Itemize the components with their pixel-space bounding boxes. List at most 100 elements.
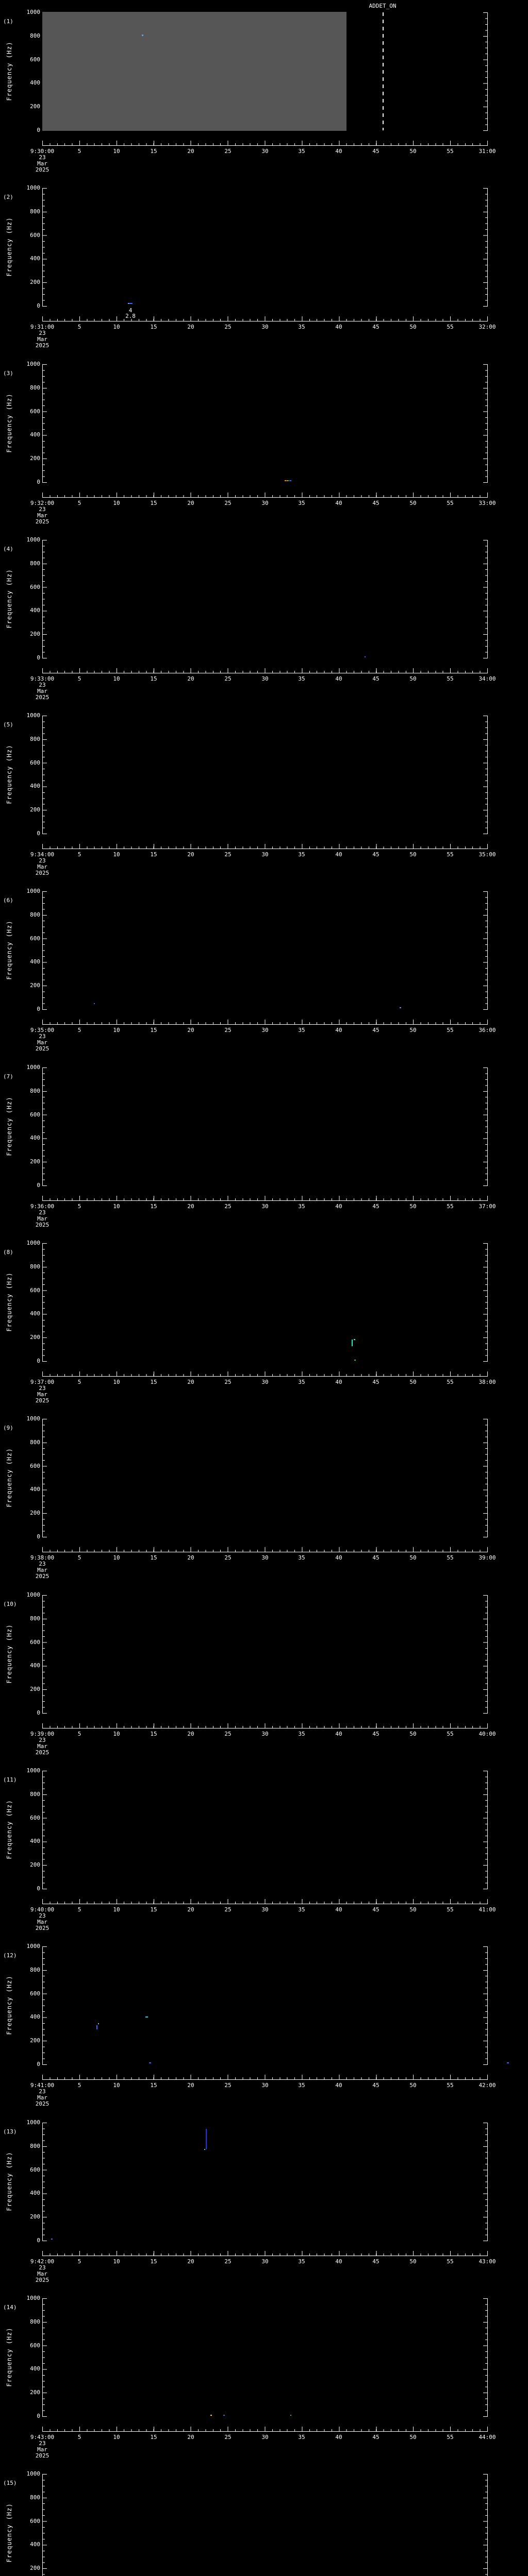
- frequency-axis-title: Frequency (Hz): [6, 1272, 13, 1332]
- x-tick-label: 35: [298, 2258, 305, 2265]
- y-tick-label: 1000: [26, 9, 41, 15]
- start-time-label: 9:37:00: [30, 1379, 55, 1385]
- start-time-label: 9:39:00: [30, 1731, 55, 1737]
- x-tick-label: 40: [335, 1379, 342, 1385]
- y-axis-right: [487, 1067, 488, 1186]
- y-major-ticks-left: [43, 364, 47, 483]
- x-tick-label: 55: [447, 500, 454, 506]
- y-tick-label: 1000: [26, 712, 41, 719]
- y-tick-label: 1000: [26, 361, 41, 367]
- date-label: 2025: [35, 2277, 50, 2283]
- end-time-label: 36:00: [478, 1027, 496, 1033]
- frequency-axis-title: Frequency (Hz): [6, 217, 13, 277]
- x-tick-label: 20: [187, 2082, 194, 2089]
- y-tick-label: 400: [30, 431, 40, 438]
- panel-number: (3): [3, 370, 13, 377]
- y-major-ticks-left: [43, 2298, 47, 2417]
- x-tick-label: 5: [77, 2082, 81, 2089]
- y-axis-left: [42, 1243, 43, 1362]
- x-tick-label: 55: [447, 675, 454, 682]
- detection-mark: [288, 480, 289, 481]
- frequency-axis-title: Frequency (Hz): [6, 1096, 13, 1156]
- y-tick-label: 400: [30, 79, 40, 86]
- x-tick-label: 15: [150, 1203, 157, 1210]
- end-time-label: 32:00: [478, 324, 496, 330]
- x-tick-label: 15: [150, 1906, 157, 1913]
- y-major-ticks-left: [43, 891, 47, 1010]
- date-label: 23: [39, 1209, 46, 1216]
- panel-number: (7): [3, 1073, 13, 1080]
- x-tick-label: 45: [372, 148, 380, 155]
- y-tick-label: 200: [30, 2037, 40, 2044]
- x-major-ticks: [42, 1371, 488, 1376]
- date-label: Mar: [37, 688, 47, 694]
- date-label: 23: [39, 330, 46, 336]
- y-major-ticks-left: [43, 1771, 47, 1889]
- x-tick-label: 20: [187, 1379, 194, 1385]
- spectrogram-panel: (8) Frequency (Hz) 0 200 400 600 800 1000 5 10 15 2…: [0, 1231, 528, 1407]
- spectrogram-panel: (2)Frequency (Hz)0200400600800100042.851…: [0, 176, 528, 352]
- no-data-block: [42, 12, 346, 131]
- x-tick-label: 20: [187, 1554, 194, 1561]
- y-tick-label: 600: [30, 2342, 40, 2349]
- x-tick-label: 5: [77, 324, 81, 330]
- x-tick-label: 5: [77, 1731, 81, 1737]
- y-tick-label: 600: [30, 1111, 40, 1118]
- y-tick-label: 0: [37, 127, 40, 133]
- end-time-label: 44:00: [478, 2434, 496, 2441]
- addet-on-label: ADDET_ON: [369, 3, 397, 9]
- detection-mark: [400, 1007, 401, 1008]
- x-tick-label: 35: [298, 675, 305, 682]
- y-axis-right: [487, 540, 488, 658]
- detection-mark: [149, 2062, 151, 2063]
- x-tick-label: 10: [113, 148, 120, 155]
- y-tick-label: 1000: [26, 2119, 41, 2126]
- time-axis: [42, 1200, 488, 1201]
- y-tick-label: 400: [30, 2365, 40, 2372]
- y-tick-label: 800: [30, 2143, 40, 2149]
- detection-mark: [223, 2415, 225, 2416]
- x-tick-label: 30: [261, 1379, 269, 1385]
- x-tick-label: 55: [447, 1379, 454, 1385]
- detection-mark: [129, 303, 133, 304]
- x-tick-label: 10: [113, 2082, 120, 2089]
- y-tick-label: 1000: [26, 2470, 41, 2477]
- frequency-axis-title: Frequency (Hz): [6, 920, 13, 980]
- x-tick-label: 25: [224, 500, 232, 506]
- x-tick-label: 30: [261, 1906, 269, 1913]
- x-tick-label: 15: [150, 2082, 157, 2089]
- x-tick-label: 40: [335, 2434, 342, 2441]
- frequency-axis-title: Frequency (Hz): [6, 2151, 13, 2211]
- spectrogram-panel: (7) Frequency (Hz) 0 200 400 600 800 1000 5 10 15 2…: [0, 1055, 528, 1231]
- y-tick-label: 600: [30, 1639, 40, 1646]
- y-tick-label: 800: [30, 208, 40, 215]
- y-tick-label: 200: [30, 982, 40, 989]
- panel-number: (2): [3, 194, 13, 200]
- x-tick-label: 10: [113, 1027, 120, 1033]
- detection-mark: [354, 1360, 356, 1361]
- x-tick-label: 40: [335, 1731, 342, 1737]
- x-tick-label: 10: [113, 1554, 120, 1561]
- panel-number: (5): [3, 721, 13, 728]
- x-tick-label: 30: [261, 1027, 269, 1033]
- x-tick-label: 45: [372, 1379, 380, 1385]
- y-tick-label: 800: [30, 32, 40, 39]
- x-tick-label: 45: [372, 1554, 380, 1561]
- detection-mark: [204, 2149, 205, 2150]
- y-major-ticks-right: [483, 364, 487, 483]
- x-tick-label: 5: [77, 2258, 81, 2265]
- x-tick-label: 10: [113, 2434, 120, 2441]
- y-major-ticks-left: [43, 716, 47, 834]
- y-tick-label: 800: [30, 736, 40, 742]
- x-tick-label: 50: [409, 2258, 417, 2265]
- y-tick-label: 0: [37, 479, 40, 485]
- y-axis-left: [42, 188, 43, 307]
- y-tick-label: 800: [30, 911, 40, 918]
- x-tick-label: 45: [372, 1027, 380, 1033]
- y-tick-label: 800: [30, 1439, 40, 1446]
- spectrogram-panel: (9) Frequency (Hz) 0 200 400 600 800 1000 5 10 15 2…: [0, 1406, 528, 1583]
- x-tick-label: 50: [409, 675, 417, 682]
- y-major-ticks-left: [43, 2474, 47, 2576]
- panel-number: (4): [3, 546, 13, 552]
- x-tick-label: 55: [447, 2082, 454, 2089]
